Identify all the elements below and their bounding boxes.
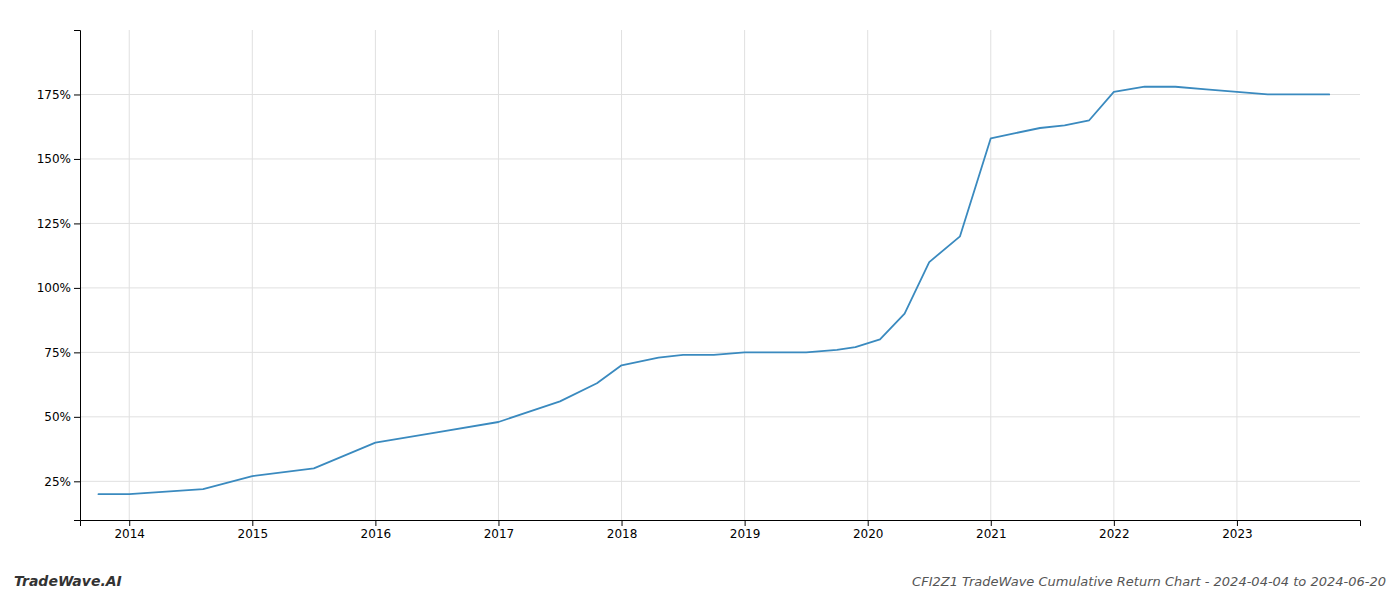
x-tick: 2018 xyxy=(607,520,638,541)
chart-container: 2014 2015 2016 2017 2018 2019 2020 2021 2022 2023… xyxy=(0,0,1400,600)
y-axis-line xyxy=(74,31,81,521)
x-tick: 2016 xyxy=(361,520,392,541)
y-grid-line xyxy=(80,158,1360,159)
y-tick-label: 25% xyxy=(44,475,71,489)
x-tick-mark xyxy=(745,520,746,526)
y-tick-label: 125% xyxy=(37,217,71,231)
x-tick-label: 2018 xyxy=(607,527,638,541)
y-tick-mark xyxy=(74,481,80,482)
watermark: TradeWave.AI xyxy=(14,573,122,589)
y-tick-mark xyxy=(74,223,80,224)
x-tick: 2014 xyxy=(114,520,145,541)
y-tick-label: 150% xyxy=(37,152,71,166)
chart-svg: 2014 2015 2016 2017 2018 2019 2020 2021 2022 2023… xyxy=(0,0,1400,600)
x-tick-label: 2017 xyxy=(484,527,515,541)
x-tick-label: 2022 xyxy=(1099,527,1130,541)
x-tick-mark xyxy=(1237,520,1238,526)
x-tick-mark xyxy=(868,520,869,526)
y-tick: 25% xyxy=(44,475,80,489)
title: CFI2Z1 TradeWave Cumulative Return Chart… xyxy=(912,574,1386,589)
x-tick-mark xyxy=(991,520,992,526)
line xyxy=(98,87,1329,494)
x-tick: 2017 xyxy=(484,520,515,541)
x-tick: 2022 xyxy=(1099,520,1130,541)
y-tick-label: 50% xyxy=(44,410,71,424)
y-tick: 175% xyxy=(37,88,80,102)
x-tick-mark xyxy=(129,520,130,526)
x-axis-line xyxy=(81,521,1361,527)
y-axis: 25% 50% 75% 100% 125% 150% 175% xyxy=(37,31,81,521)
x-grid-line xyxy=(867,30,868,520)
y-tick: 150% xyxy=(37,152,80,166)
x-tick-label: 2021 xyxy=(976,527,1007,541)
y-grid-line xyxy=(80,416,1360,417)
y-tick-mark xyxy=(74,417,80,418)
y-tick: 75% xyxy=(44,346,80,360)
y-tick-label: 100% xyxy=(37,281,71,295)
y-grid-line xyxy=(80,352,1360,353)
x-tick-mark xyxy=(1114,520,1115,526)
x-grid-line xyxy=(129,30,130,520)
x-grid-line xyxy=(375,30,376,520)
x-grid-line xyxy=(498,30,499,520)
y-tick-label: 175% xyxy=(37,88,71,102)
x-tick: 2023 xyxy=(1222,520,1253,541)
y-tick: 125% xyxy=(37,217,80,231)
x-grid-line xyxy=(1236,30,1237,520)
x-tick: 2019 xyxy=(730,520,761,541)
y-tick: 100% xyxy=(37,281,80,295)
x-tick-label: 2023 xyxy=(1222,527,1253,541)
x-grid-line xyxy=(990,30,991,520)
x-grid-line xyxy=(621,30,622,520)
x-tick-mark xyxy=(498,520,499,526)
x-tick-mark xyxy=(622,520,623,526)
y-tick-mark xyxy=(74,352,80,353)
x-tick: 2015 xyxy=(238,520,269,541)
x-axis: 2014 2015 2016 2017 2018 2019 2020 2021 2022 2023 xyxy=(81,520,1361,541)
x-tick-mark xyxy=(252,520,253,526)
x-tick-label: 2019 xyxy=(730,527,761,541)
x-tick: 2020 xyxy=(853,520,884,541)
x-tick-label: 2015 xyxy=(238,527,269,541)
x-grid-line xyxy=(744,30,745,520)
y-grid-line xyxy=(80,287,1360,288)
y-grid-line xyxy=(80,94,1360,95)
x-grid-line xyxy=(252,30,253,520)
x-tick-label: 2016 xyxy=(361,527,392,541)
grid xyxy=(80,30,1360,520)
x-tick-mark xyxy=(375,520,376,526)
y-tick-mark xyxy=(74,159,80,160)
y-grid-line xyxy=(80,223,1360,224)
x-tick: 2021 xyxy=(976,520,1007,541)
x-grid-line xyxy=(1113,30,1114,520)
x-tick-label: 2014 xyxy=(114,527,145,541)
y-tick-mark xyxy=(74,94,80,95)
plot-area xyxy=(98,87,1329,494)
y-tick-mark xyxy=(74,288,80,289)
x-tick-label: 2020 xyxy=(853,527,884,541)
y-tick: 50% xyxy=(44,410,80,424)
y-grid-line xyxy=(80,481,1360,482)
y-tick-label: 75% xyxy=(44,346,71,360)
